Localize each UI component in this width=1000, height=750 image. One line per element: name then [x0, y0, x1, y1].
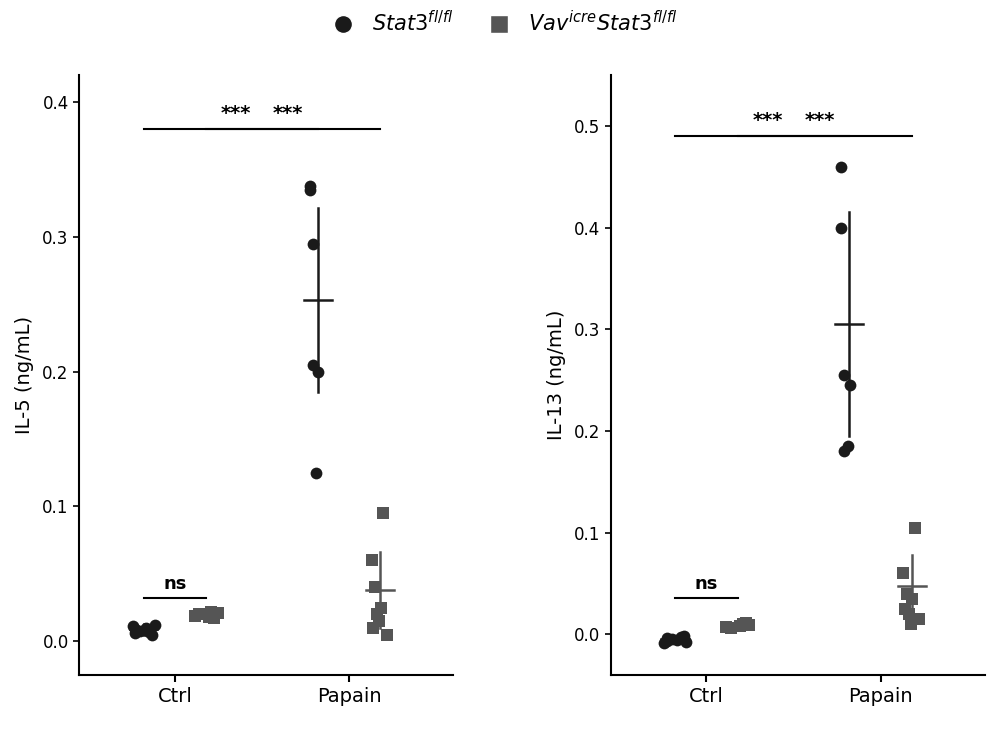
Point — [187, 610, 203, 622]
Point — [656, 638, 672, 650]
Point — [664, 634, 680, 646]
Point — [302, 184, 318, 196]
Point — [673, 632, 689, 644]
Point — [127, 627, 143, 639]
Text: ***: *** — [221, 104, 251, 123]
Point — [147, 619, 163, 631]
Point — [842, 380, 858, 392]
Point — [141, 626, 157, 638]
Point — [669, 634, 685, 646]
Point — [365, 622, 381, 634]
Point — [676, 630, 692, 642]
Point — [191, 608, 207, 620]
Point — [732, 620, 748, 632]
Y-axis label: IL-5 (ng/mL): IL-5 (ng/mL) — [15, 316, 34, 434]
Point — [738, 617, 754, 629]
Point — [723, 622, 739, 634]
Point — [375, 507, 391, 519]
Point — [833, 221, 849, 233]
Point — [903, 618, 919, 630]
Point — [833, 160, 849, 172]
Point — [302, 179, 318, 191]
Point — [206, 612, 222, 624]
Point — [373, 602, 389, 613]
Point — [310, 366, 326, 378]
Point — [203, 606, 219, 618]
Point — [904, 592, 920, 604]
Point — [132, 625, 148, 637]
Point — [305, 359, 321, 371]
Point — [897, 603, 913, 615]
Point — [210, 607, 226, 619]
Point — [305, 238, 321, 250]
Point — [840, 440, 856, 452]
Text: ns: ns — [695, 575, 718, 593]
Point — [836, 369, 852, 381]
Point — [127, 623, 143, 635]
Point — [718, 621, 734, 633]
Text: ***: *** — [804, 111, 835, 130]
Point — [138, 622, 154, 634]
Point — [659, 632, 675, 644]
Point — [907, 521, 923, 533]
Point — [741, 620, 757, 632]
Point — [678, 637, 694, 649]
Point — [379, 628, 395, 640]
Point — [369, 608, 385, 620]
Y-axis label: IL-13 (ng/mL): IL-13 (ng/mL) — [547, 310, 566, 440]
Point — [371, 615, 387, 627]
Point — [901, 608, 917, 620]
Legend: $\mathit{Stat3}^{fl/fl}$, $\mathit{Vav}^{icre}\mathit{Stat3}^{fl/fl}$: $\mathit{Stat3}^{fl/fl}$, $\mathit{Vav}^… — [322, 10, 678, 35]
Text: ***: *** — [752, 111, 783, 130]
Point — [735, 618, 751, 630]
Point — [659, 635, 675, 647]
Point — [899, 588, 915, 600]
Point — [836, 446, 852, 458]
Point — [125, 620, 141, 632]
Text: ns: ns — [163, 575, 187, 593]
Point — [367, 581, 383, 593]
Point — [364, 554, 380, 566]
Point — [895, 567, 911, 579]
Text: ***: *** — [273, 104, 303, 123]
Point — [201, 611, 217, 623]
Point — [308, 466, 324, 478]
Point — [144, 628, 160, 640]
Point — [911, 613, 927, 625]
